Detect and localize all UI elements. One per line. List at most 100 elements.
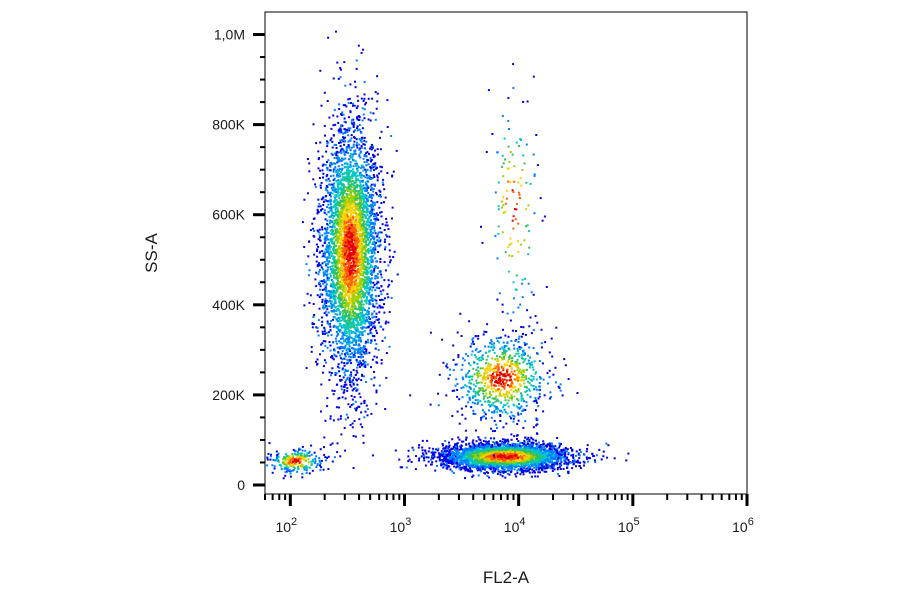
event-dot: [348, 273, 351, 276]
event-dot: [335, 291, 338, 294]
event-dot: [348, 321, 350, 324]
event-dot: [362, 273, 365, 276]
event-dot: [355, 328, 357, 331]
event-dot: [345, 413, 348, 416]
event-dot: [348, 329, 351, 332]
event-dot: [358, 347, 361, 350]
event-dot: [338, 151, 341, 154]
event-dot: [341, 197, 344, 200]
event-dot: [339, 175, 342, 178]
event-dot: [372, 303, 375, 306]
event-dot: [351, 247, 354, 250]
event-dot: [337, 329, 340, 332]
event-dot: [351, 308, 354, 311]
event-dot: [307, 255, 310, 258]
event-dot: [384, 408, 387, 410]
event-dot: [358, 361, 361, 364]
event-dot: [372, 112, 375, 115]
event-dot: [360, 347, 362, 350]
event-dot: [344, 140, 347, 143]
event-dot: [326, 168, 329, 171]
event-dot: [370, 183, 373, 186]
event-dot: [340, 181, 343, 184]
event-dot: [367, 312, 370, 315]
event-dot: [369, 342, 372, 344]
event-dot: [386, 126, 389, 128]
event-dot: [340, 151, 343, 154]
event-dot: [333, 241, 336, 244]
event-dot: [360, 287, 362, 290]
event-dot: [331, 271, 333, 274]
event-dot: [375, 107, 378, 110]
event-dot: [362, 157, 365, 160]
event-dot: [339, 188, 342, 191]
event-dot: [349, 203, 352, 206]
event-dot: [353, 286, 356, 289]
event-dot: [356, 205, 359, 208]
event-dot: [355, 213, 358, 216]
event-dot: [381, 298, 383, 301]
event-dot: [343, 261, 346, 263]
event-dot: [354, 174, 357, 177]
event-dot: [378, 321, 380, 324]
event-dot: [567, 472, 570, 475]
event-dot: [355, 203, 358, 206]
event-dot: [386, 224, 389, 227]
event-dot: [355, 408, 358, 411]
event-dot: [372, 249, 375, 252]
event-dot: [324, 256, 327, 259]
event-dot: [323, 303, 326, 306]
event-dot: [333, 261, 336, 264]
event-dot: [348, 379, 351, 382]
event-dot: [349, 424, 352, 426]
event-dot: [311, 222, 314, 225]
event-dot: [355, 230, 358, 233]
event-dot: [331, 140, 334, 143]
event-dot: [349, 218, 352, 221]
event-dot: [378, 231, 381, 234]
event-dot: [329, 417, 332, 420]
event-dot: [323, 253, 326, 256]
event-dot: [365, 326, 368, 329]
event-dot: [370, 294, 373, 297]
event-dot: [332, 248, 334, 251]
event-dot: [361, 373, 363, 376]
event-dot: [330, 245, 332, 248]
event-dot: [354, 248, 356, 251]
event-dot: [353, 240, 356, 243]
event-dot: [349, 179, 352, 182]
event-dot: [323, 288, 326, 291]
event-dot: [362, 284, 365, 287]
event-dot: [340, 250, 343, 253]
event-dot: [348, 317, 351, 320]
event-dot: [347, 102, 350, 105]
event-dot: [370, 252, 373, 254]
event-dot: [357, 262, 360, 265]
event-dot: [386, 172, 389, 174]
event-dot: [346, 291, 349, 294]
event-dot: [343, 120, 346, 123]
event-dot: [370, 160, 372, 163]
event-dot: [326, 200, 329, 203]
event-dot: [358, 194, 361, 197]
event-dot: [339, 271, 342, 274]
event-dot: [358, 218, 361, 221]
event-dot: [339, 417, 342, 420]
event-dot: [366, 313, 369, 316]
event-dot: [340, 385, 343, 388]
event-dot: [346, 347, 349, 350]
event-dot: [373, 267, 376, 270]
event-dot: [352, 339, 355, 342]
event-dot: [336, 242, 339, 245]
event-dot: [383, 229, 386, 231]
event-dot: [341, 335, 344, 338]
event-dot: [358, 179, 361, 182]
event-dot: [359, 351, 362, 354]
event-dot: [312, 303, 315, 305]
event-dot: [360, 185, 363, 188]
event-dot: [372, 254, 375, 257]
event-dot: [377, 240, 380, 243]
event-dot: [362, 318, 365, 321]
event-dot: [341, 279, 344, 282]
event-dot: [360, 174, 363, 177]
